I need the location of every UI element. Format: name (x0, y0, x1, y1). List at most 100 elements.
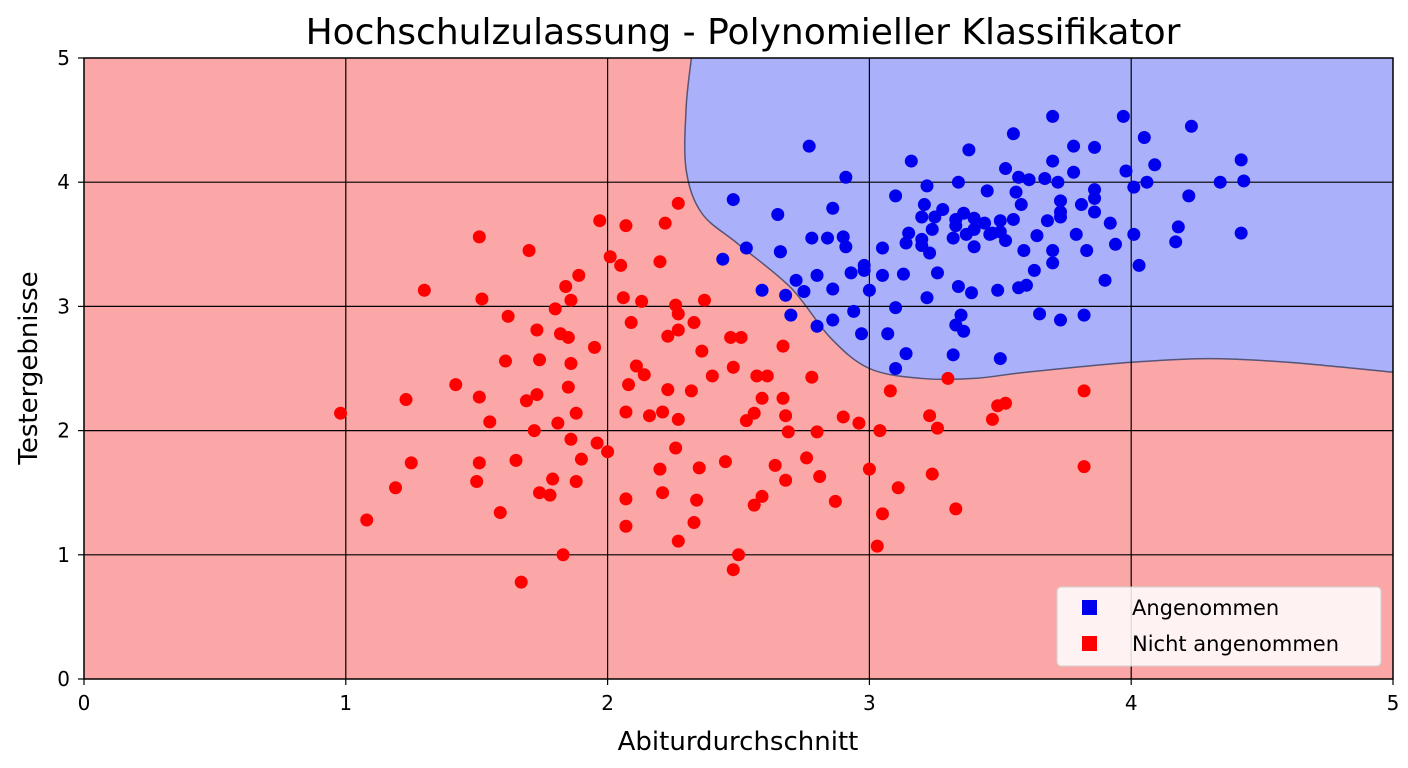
point-nicht-angenommen (653, 255, 667, 269)
point-angenommen (923, 246, 937, 260)
point-nicht-angenommen (546, 472, 560, 486)
point-nicht-angenommen (642, 409, 656, 423)
point-angenommen (847, 304, 861, 318)
x-tick-label: 5 (1387, 691, 1400, 715)
x-tick-label: 0 (78, 691, 91, 715)
point-angenommen (1012, 170, 1026, 184)
data-points (334, 109, 1251, 589)
point-angenommen (1009, 185, 1023, 199)
point-nicht-angenommen (669, 441, 683, 455)
point-angenommen (844, 266, 858, 280)
point-nicht-angenommen (873, 424, 887, 438)
legend-swatch-angenommen (1082, 600, 1097, 615)
point-nicht-angenommen (805, 370, 819, 384)
point-nicht-angenommen (522, 244, 536, 258)
point-nicht-angenommen (779, 473, 793, 487)
point-nicht-angenommen (941, 371, 955, 385)
point-nicht-angenommen (671, 534, 685, 548)
point-nicht-angenommen (891, 481, 905, 495)
point-nicht-angenommen (1077, 460, 1091, 474)
point-angenommen (959, 227, 973, 241)
point-angenommen (946, 231, 960, 245)
point-nicht-angenommen (734, 330, 748, 344)
point-nicht-angenommen (472, 390, 486, 404)
point-angenommen (999, 162, 1013, 176)
legend-label-nicht-angenommen: Nicht angenommen (1132, 632, 1339, 656)
point-angenommen (896, 267, 910, 281)
point-nicht-angenommen (561, 380, 575, 394)
point-nicht-angenommen (533, 353, 547, 367)
point-nicht-angenommen (671, 196, 685, 210)
point-angenommen (1006, 127, 1020, 141)
point-angenommen (1132, 258, 1146, 272)
point-nicht-angenommen (692, 461, 706, 475)
point-nicht-angenommen (569, 406, 583, 420)
point-nicht-angenommen (603, 250, 617, 264)
point-nicht-angenommen (493, 506, 507, 520)
point-angenommen (967, 211, 981, 225)
point-angenommen (779, 288, 793, 302)
point-nicht-angenommen (755, 391, 769, 405)
point-nicht-angenommen (695, 344, 709, 358)
point-angenommen (1033, 307, 1047, 321)
point-angenommen (1067, 139, 1081, 153)
point-nicht-angenommen (530, 388, 544, 402)
point-angenommen (1067, 165, 1081, 179)
point-nicht-angenommen (875, 507, 889, 521)
x-axis-ticks: 0 1 2 3 4 5 (78, 679, 1400, 715)
point-angenommen (1074, 198, 1088, 212)
point-nicht-angenommen (755, 489, 769, 503)
point-nicht-angenommen (622, 378, 636, 392)
point-nicht-angenommen (624, 316, 638, 330)
point-angenommen (983, 227, 997, 241)
point-angenommen (826, 313, 840, 327)
legend-label-angenommen: Angenommen (1132, 596, 1279, 620)
point-nicht-angenommen (635, 294, 649, 308)
point-nicht-angenommen (574, 452, 588, 466)
point-angenommen (1169, 235, 1183, 249)
point-nicht-angenommen (449, 378, 463, 392)
x-tick-label: 1 (339, 691, 352, 715)
point-angenommen (1040, 214, 1054, 228)
point-angenommen (789, 273, 803, 287)
point-nicht-angenommen (616, 291, 630, 305)
point-nicht-angenommen (687, 316, 701, 330)
point-nicht-angenommen (533, 486, 547, 500)
point-angenommen (1119, 164, 1133, 178)
point-angenommen (875, 241, 889, 255)
point-angenommen (1046, 256, 1060, 270)
region-angenommen (684, 58, 1393, 380)
point-nicht-angenommen (543, 488, 557, 502)
point-nicht-angenommen (619, 519, 633, 533)
point-nicht-angenommen (556, 548, 570, 562)
point-angenommen (1140, 175, 1154, 189)
point-angenommen (920, 179, 934, 193)
point-nicht-angenommen (671, 412, 685, 426)
point-angenommen (862, 283, 876, 297)
point-nicht-angenommen (779, 409, 793, 423)
point-nicht-angenommen (732, 548, 745, 562)
point-angenommen (991, 283, 1005, 297)
point-nicht-angenommen (656, 405, 670, 419)
point-nicht-angenommen (551, 416, 565, 430)
point-nicht-angenommen (661, 383, 675, 397)
point-nicht-angenommen (781, 425, 795, 439)
plot-area (84, 58, 1393, 679)
point-nicht-angenommen (360, 513, 374, 527)
point-nicht-angenommen (836, 410, 850, 424)
chart-title: Hochschulzulassung - Polynomieller Klass… (306, 12, 1181, 53)
point-angenommen (1046, 154, 1060, 168)
point-angenommen (1213, 175, 1227, 189)
point-nicht-angenommen (564, 357, 578, 371)
point-nicht-angenommen (661, 329, 675, 343)
point-angenommen (839, 170, 853, 184)
point-angenommen (1054, 313, 1068, 327)
point-nicht-angenommen (629, 359, 643, 373)
point-nicht-angenommen (619, 219, 633, 233)
point-angenommen (902, 226, 916, 240)
point-nicht-angenommen (739, 414, 753, 428)
point-nicht-angenommen (530, 323, 544, 337)
point-angenommen (1054, 194, 1068, 208)
point-nicht-angenommen (470, 475, 484, 489)
